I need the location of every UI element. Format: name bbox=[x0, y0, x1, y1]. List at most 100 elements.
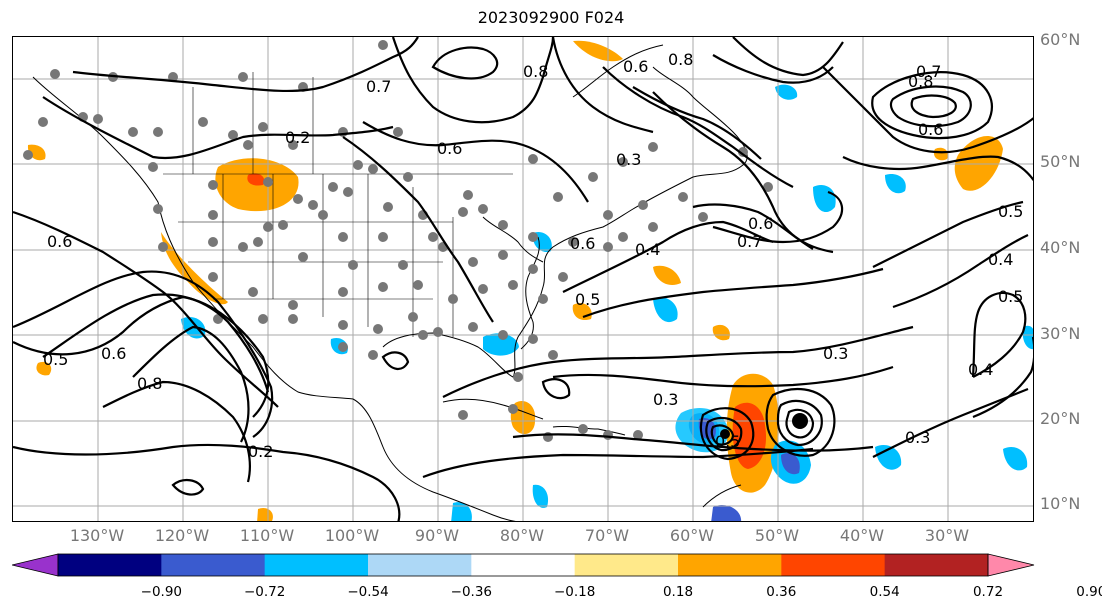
contour-lines bbox=[13, 37, 1033, 521]
contour-label: 0.7 bbox=[366, 77, 391, 96]
contour-label: 0.6 bbox=[918, 120, 943, 139]
colorbar-tick-label: −0.36 bbox=[450, 584, 493, 600]
colorbar-segment bbox=[58, 554, 162, 576]
contour-label: 0.6 bbox=[623, 57, 648, 76]
shade-patch bbox=[161, 232, 228, 305]
colorbar-segment bbox=[161, 554, 266, 576]
contour-label: 0.8 bbox=[908, 72, 933, 91]
lat-label: 20°N bbox=[1040, 409, 1081, 428]
contour-label: 0.2 bbox=[248, 442, 273, 461]
contour-label: 0.8 bbox=[523, 62, 548, 81]
contour-label: 0.4 bbox=[968, 360, 993, 379]
contour-label: 0.7 bbox=[737, 232, 762, 251]
shade-patch bbox=[933, 147, 949, 161]
colorbar bbox=[12, 553, 1035, 577]
contour-label: 0.5 bbox=[575, 290, 600, 309]
colorbar-tick-label: −0.72 bbox=[243, 584, 286, 600]
shade-patch bbox=[247, 173, 265, 186]
lon-label: 90°W bbox=[414, 526, 460, 545]
contour-label: 0.4 bbox=[988, 250, 1013, 269]
contour-label: 0.3 bbox=[905, 428, 930, 447]
coastlines bbox=[32, 44, 748, 521]
shade-patch bbox=[36, 361, 52, 376]
contour-label: 0.6 bbox=[47, 232, 72, 251]
shade-patch bbox=[781, 453, 800, 475]
shade-patch bbox=[711, 505, 741, 521]
contour-label: 0.5 bbox=[998, 287, 1023, 306]
colorbar-segment bbox=[264, 554, 369, 576]
shade-patch bbox=[573, 40, 623, 62]
lon-label: 120°W bbox=[154, 526, 210, 545]
colorbar-segment bbox=[884, 554, 989, 576]
contour-label: 0.6 bbox=[101, 344, 126, 363]
shade-patch bbox=[532, 484, 549, 508]
contour-label: 0.4 bbox=[635, 240, 660, 259]
lon-label: 60°W bbox=[669, 526, 715, 545]
colorbar-tick-label: 0.54 bbox=[869, 584, 900, 600]
contour-label: 0.5 bbox=[998, 202, 1023, 221]
lon-label: 80°W bbox=[499, 526, 545, 545]
shade-patch bbox=[451, 502, 472, 521]
storm-markers bbox=[720, 413, 808, 439]
colorbar-segment bbox=[987, 553, 1035, 577]
shade-patch bbox=[483, 333, 519, 356]
colorbar-tick-label: 0.72 bbox=[972, 584, 1004, 600]
shade-patch bbox=[732, 402, 767, 469]
shade-patch bbox=[885, 173, 906, 194]
storm-center-marker bbox=[792, 413, 808, 429]
lat-label: 30°N bbox=[1040, 324, 1081, 343]
contour-label: 0.3 bbox=[823, 344, 848, 363]
shade-patch bbox=[257, 508, 273, 521]
shade-patch bbox=[775, 84, 798, 100]
map-canvas: 0.2 0.6 0.8 0.6 0.7 0.8 0.7 0.6 0.3 0.6 … bbox=[13, 37, 1033, 521]
map-panel: 0.2 0.6 0.8 0.6 0.7 0.8 0.7 0.6 0.3 0.6 … bbox=[12, 36, 1034, 522]
plot-title: 2023092900 F024 bbox=[477, 8, 625, 27]
contour-label: 0.3 bbox=[616, 150, 641, 169]
contour-label: 0.2 bbox=[285, 128, 310, 147]
colorbar-outline bbox=[57, 553, 989, 577]
contour-label: 0.6 bbox=[748, 214, 773, 233]
colorbar-tick-label: 0.36 bbox=[766, 584, 797, 600]
colorbar-segment bbox=[574, 554, 679, 576]
lat-label: 40°N bbox=[1040, 238, 1081, 257]
shade-patch bbox=[653, 297, 678, 323]
colorbar-tick-label: 0.90 bbox=[1076, 584, 1102, 600]
shade-patch bbox=[653, 265, 681, 286]
lon-label: 40°W bbox=[839, 526, 885, 545]
lat-label: 10°N bbox=[1040, 494, 1081, 513]
colorbar-tick-label: −0.90 bbox=[140, 584, 183, 600]
lon-label: 50°W bbox=[754, 526, 800, 545]
storm-center-marker bbox=[720, 429, 730, 439]
shade-patch bbox=[1003, 447, 1028, 471]
contour-label: 0.6 bbox=[437, 139, 462, 158]
contour-label: 0.3 bbox=[653, 390, 678, 409]
lon-label: 100°W bbox=[324, 526, 380, 545]
colorbar-tick-label: −0.54 bbox=[347, 584, 389, 600]
contour-label-group: 0.2 0.6 0.8 0.6 0.7 0.8 0.7 0.6 0.3 0.6 … bbox=[43, 50, 1023, 461]
colorbar-tick-label: 0.18 bbox=[662, 584, 694, 600]
lon-label: 30°W bbox=[924, 526, 970, 545]
shaded-fields bbox=[27, 40, 1033, 521]
contour-label: 0.5 bbox=[43, 350, 68, 369]
station-dots bbox=[23, 40, 773, 442]
contour-label: 0.7 bbox=[916, 62, 941, 81]
contour-label: 0.6 bbox=[570, 234, 595, 253]
shade-patch bbox=[813, 185, 836, 213]
shade-patch bbox=[1022, 325, 1033, 350]
lon-label: 110°W bbox=[239, 526, 295, 545]
colorbar-segment bbox=[471, 554, 576, 576]
lon-label: 130°W bbox=[69, 526, 125, 545]
colorbar-segment bbox=[678, 554, 782, 576]
contour-label: 0.8 bbox=[137, 374, 162, 393]
colorbar-segment bbox=[781, 554, 886, 576]
colorbar-tick-label: −0.18 bbox=[553, 584, 596, 600]
colorbar-segments bbox=[12, 553, 1035, 577]
shade-patch bbox=[712, 324, 730, 341]
contour-label: 0.8 bbox=[668, 50, 693, 69]
lat-label: 60°N bbox=[1040, 30, 1081, 49]
lon-label: 70°W bbox=[584, 526, 630, 545]
lat-label: 50°N bbox=[1040, 152, 1081, 171]
colorbar-segment bbox=[12, 553, 59, 577]
colorbar-segment bbox=[368, 554, 472, 576]
shade-patch bbox=[875, 445, 902, 470]
